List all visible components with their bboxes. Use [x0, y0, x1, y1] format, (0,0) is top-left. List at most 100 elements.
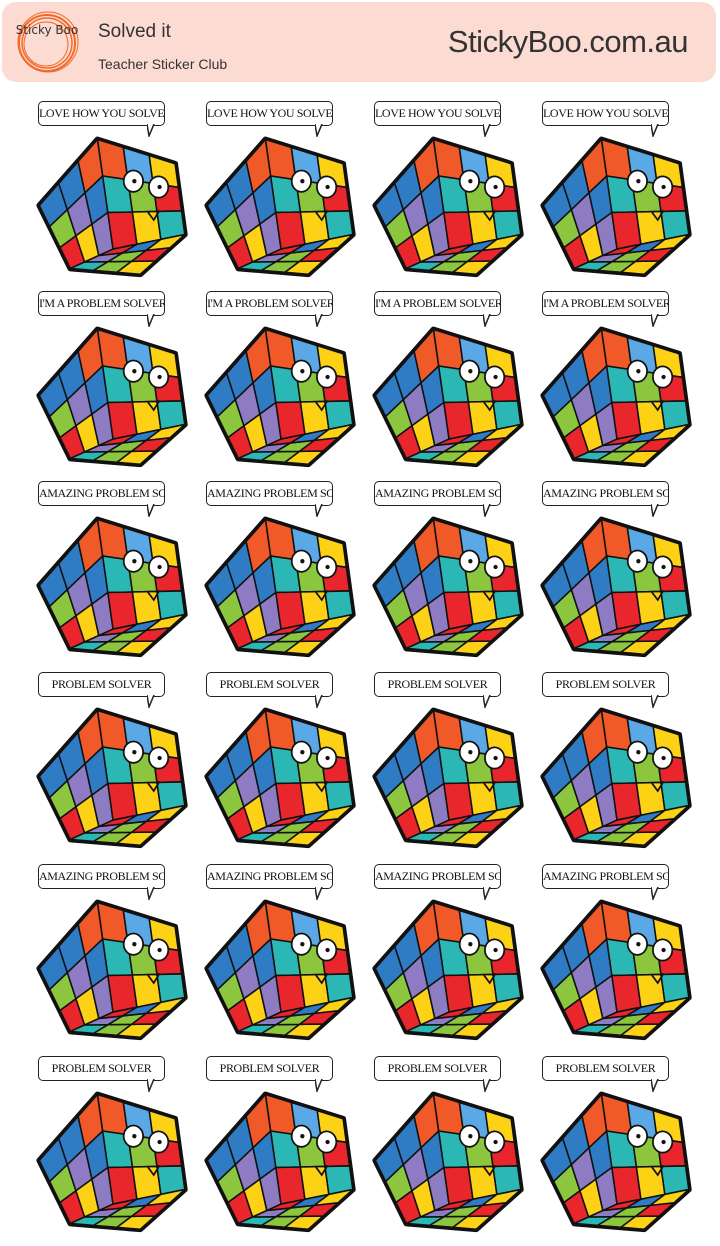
rubiks-cube-illustration [540, 326, 692, 468]
bottom-face-tile [143, 613, 188, 632]
smile-mouth [651, 1164, 665, 1177]
smile-mouth [147, 780, 161, 793]
speech-bubble: PROBLEM SOLVER [542, 672, 669, 697]
pupil [325, 184, 330, 190]
speech-bubble: AMAZING PROBLEM SOLVING [542, 864, 669, 889]
website-link[interactable]: StickyBoo.com.au [447, 24, 689, 59]
bottom-face-tile [143, 1188, 188, 1207]
rubiks-cube-illustration [204, 1091, 356, 1233]
pupil [636, 750, 641, 755]
speech-bubble: AMAZING PROBLEM SOLVING [206, 481, 333, 506]
rubiks-cube-illustration [540, 1091, 692, 1233]
sheet-title: Solved it [98, 21, 171, 42]
bottom-face-tile [311, 1188, 356, 1207]
speech-bubble: PROBLEM SOLVER [374, 672, 501, 697]
speech-bubble-tail [651, 314, 659, 327]
logo-text: Sticky Boo [15, 23, 79, 37]
speech-bubble: PROBLEM SOLVER [206, 672, 333, 697]
bottom-face-tile [647, 423, 692, 442]
smile-mouth [651, 972, 665, 985]
sticker: PROBLEM SOLVER [187, 1056, 356, 1246]
pupil [468, 369, 473, 374]
smile-mouth [651, 399, 665, 412]
pupil [661, 184, 666, 190]
pupil [300, 942, 305, 947]
bottom-face-tile [311, 423, 356, 442]
bottom-face-tile [311, 613, 356, 632]
bottom-face-tile [143, 233, 188, 252]
sticker: AMAZING PROBLEM SOLVING [523, 864, 692, 1054]
speech-bubble: PROBLEM SOLVER [374, 1056, 501, 1081]
pupil [468, 1134, 473, 1139]
pupil [300, 750, 305, 755]
rubiks-cube-illustration [372, 516, 524, 658]
smile-mouth [483, 780, 497, 793]
pupil [157, 1139, 162, 1145]
pupil [157, 184, 162, 190]
pupil [132, 942, 137, 947]
pupil [468, 559, 473, 564]
pupil [300, 179, 305, 184]
speech-bubble: PROBLEM SOLVER [38, 672, 165, 697]
sticker: AMAZING PROBLEM SOLVING [355, 481, 524, 671]
rubiks-cube-illustration [36, 516, 188, 658]
sticker: PROBLEM SOLVER [355, 672, 524, 862]
speech-bubble-tail [651, 124, 659, 137]
pupil [493, 564, 498, 570]
rubiks-cube-illustration [372, 899, 524, 1041]
pupil [132, 369, 137, 374]
smile-mouth [483, 399, 497, 412]
speech-bubble-tail [315, 1079, 323, 1092]
smile-mouth [147, 1164, 161, 1177]
speech-bubble-tail [315, 504, 323, 517]
sticker: PROBLEM SOLVER [19, 672, 188, 862]
sticker: PROBLEM SOLVER [187, 672, 356, 862]
smile-mouth [483, 1164, 497, 1177]
bottom-face-tile [647, 1188, 692, 1207]
pupil [661, 947, 666, 953]
pupil [636, 179, 641, 184]
pupil [468, 179, 473, 184]
pupil [636, 1134, 641, 1139]
rubiks-cube-illustration [540, 707, 692, 849]
speech-bubble-tail [147, 887, 155, 900]
speech-bubble: I'M A PROBLEM SOLVER [374, 291, 501, 316]
speech-bubble: PROBLEM SOLVER [542, 1056, 669, 1081]
sticky-boo-logo [17, 11, 79, 73]
sticker: LOVE HOW YOU SOLVED THIS [187, 101, 356, 291]
rubiks-cube-illustration [372, 1091, 524, 1233]
rubiks-cube-illustration [204, 707, 356, 849]
speech-bubble-tail [483, 887, 491, 900]
pupil [300, 369, 305, 374]
sticker: AMAZING PROBLEM SOLVING [187, 864, 356, 1054]
speech-bubble-tail [483, 124, 491, 137]
pupil [132, 750, 137, 755]
rubiks-cube-illustration [36, 1091, 188, 1233]
speech-bubble: LOVE HOW YOU SOLVED THIS [374, 101, 501, 126]
pupil [493, 947, 498, 953]
pupil [636, 369, 641, 374]
sticker: PROBLEM SOLVER [523, 1056, 692, 1246]
bottom-face-tile [143, 996, 188, 1015]
speech-bubble: LOVE HOW YOU SOLVED THIS [206, 101, 333, 126]
smile-mouth [315, 972, 329, 985]
sticker: PROBLEM SOLVER [355, 1056, 524, 1246]
speech-bubble: PROBLEM SOLVER [206, 1056, 333, 1081]
speech-bubble: I'M A PROBLEM SOLVER [206, 291, 333, 316]
sticker: LOVE HOW YOU SOLVED THIS [355, 101, 524, 291]
speech-bubble-tail [147, 124, 155, 137]
rubiks-cube-illustration [372, 326, 524, 468]
sticker: LOVE HOW YOU SOLVED THIS [523, 101, 692, 291]
sticker: AMAZING PROBLEM SOLVING [523, 481, 692, 671]
pupil [661, 564, 666, 570]
bottom-face-tile [479, 1188, 524, 1207]
pupil [661, 755, 666, 761]
smile-mouth [147, 399, 161, 412]
smile-mouth [651, 589, 665, 602]
speech-bubble-tail [147, 1079, 155, 1092]
smile-mouth [315, 399, 329, 412]
pupil [468, 750, 473, 755]
smile-mouth [483, 209, 497, 222]
speech-bubble-tail [315, 314, 323, 327]
speech-bubble: AMAZING PROBLEM SOLVING [542, 481, 669, 506]
